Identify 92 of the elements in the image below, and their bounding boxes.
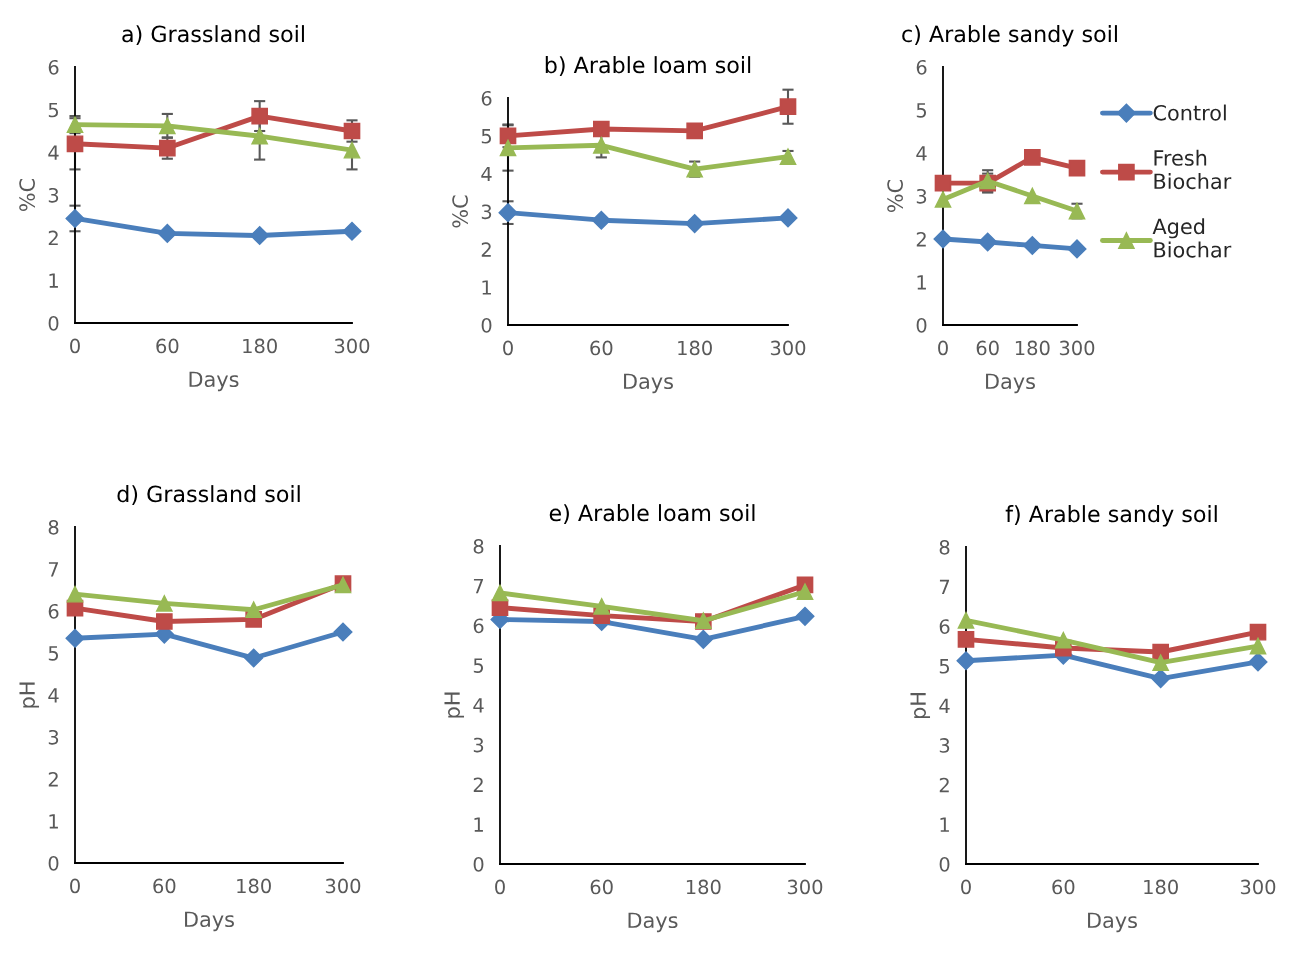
x-axis-title: Days bbox=[1088, 912, 1137, 933]
x-axis-title: Days bbox=[189, 371, 239, 392]
y-tick-label: 4 bbox=[48, 145, 59, 160]
y-tick-label: 6 bbox=[48, 603, 59, 619]
y-tick-label: 7 bbox=[48, 562, 59, 577]
y-tick-label: 4 bbox=[481, 166, 492, 182]
y-tick-label: 5 bbox=[939, 659, 950, 674]
x-tick-label: 300 bbox=[1059, 340, 1095, 356]
y-tick-label: 1 bbox=[917, 275, 926, 290]
x-tick-label: 300 bbox=[787, 879, 823, 895]
y-tick-label: 5 bbox=[48, 102, 59, 118]
y-tick-label: 1 bbox=[474, 817, 483, 832]
y-tick-label: 1 bbox=[49, 814, 58, 829]
x-tick-label: 300 bbox=[325, 878, 361, 894]
x-tick-label: 0 bbox=[961, 879, 971, 895]
x-tick-label: 0 bbox=[70, 338, 80, 354]
y-axis-title: pH bbox=[910, 693, 931, 719]
y-tick-label: 1 bbox=[482, 280, 491, 295]
x-tick-label: 180 bbox=[686, 879, 721, 895]
x-axis-title: Days bbox=[185, 911, 234, 932]
chart-title: c) Arable sandy soil bbox=[902, 25, 1117, 47]
y-tick-label: 4 bbox=[48, 688, 59, 703]
x-tick-label: 180 bbox=[1015, 340, 1050, 356]
y-tick-label: 4 bbox=[939, 698, 950, 713]
y-tick-label: 0 bbox=[473, 856, 484, 872]
chart-title: f) Arable sandy soil bbox=[1005, 505, 1217, 527]
y-tick-label: 0 bbox=[481, 317, 492, 333]
y-tick-label: 6 bbox=[481, 90, 492, 106]
y-tick-label: 2 bbox=[473, 777, 483, 792]
x-tick-label: 180 bbox=[1144, 879, 1178, 895]
y-tick-label: 2 bbox=[481, 242, 491, 257]
y-tick-label: 3 bbox=[473, 737, 484, 753]
chart-title: d) Grassland soil bbox=[117, 485, 300, 505]
y-tick-label: 1 bbox=[49, 273, 58, 288]
chart-title: e) Arable loam soil bbox=[549, 504, 755, 524]
x-tick-label: 300 bbox=[1240, 879, 1276, 895]
legend-label: Fresh Biochar bbox=[1154, 149, 1232, 190]
x-tick-label: 0 bbox=[503, 340, 513, 356]
y-tick-label: 3 bbox=[481, 204, 492, 220]
y-tick-label: 1 bbox=[940, 817, 949, 832]
y-tick-label: 2 bbox=[48, 771, 58, 787]
chart-title: a) Grassland soil bbox=[122, 25, 304, 45]
y-tick-label: 0 bbox=[916, 317, 927, 333]
y-tick-label: 7 bbox=[939, 579, 950, 595]
y-tick-label: 6 bbox=[939, 619, 950, 634]
y-axis-title: pH bbox=[19, 682, 40, 708]
y-tick-label: 5 bbox=[48, 646, 59, 661]
legend-label: Aged Biochar bbox=[1152, 218, 1232, 258]
y-tick-label: 2 bbox=[48, 230, 58, 246]
y-tick-label: 8 bbox=[939, 539, 950, 555]
y-tick-label: 0 bbox=[48, 855, 59, 871]
x-tick-label: 60 bbox=[156, 338, 179, 354]
x-tick-label: 0 bbox=[495, 879, 505, 895]
chart-title: b) Arable loam soil bbox=[545, 56, 751, 76]
y-tick-label: 3 bbox=[48, 729, 59, 745]
x-axis-title: Days bbox=[986, 373, 1035, 394]
y-tick-label: 3 bbox=[48, 187, 59, 203]
x-tick-label: 180 bbox=[237, 878, 271, 894]
y-tick-label: 3 bbox=[939, 738, 950, 753]
x-tick-label: 300 bbox=[334, 338, 370, 354]
y-tick-label: 3 bbox=[916, 188, 927, 204]
y-tick-label: 5 bbox=[916, 103, 927, 118]
y-tick-label: 2 bbox=[939, 777, 949, 793]
y-tick-label: 8 bbox=[473, 538, 484, 554]
x-tick-label: 60 bbox=[153, 878, 176, 894]
y-tick-label: 7 bbox=[473, 578, 484, 594]
y-tick-label: 4 bbox=[473, 698, 484, 713]
x-tick-label: 180 bbox=[243, 338, 277, 354]
x-tick-label: 180 bbox=[678, 340, 712, 356]
y-tick-label: 5 bbox=[481, 129, 492, 144]
y-tick-label: 0 bbox=[939, 856, 950, 872]
y-tick-label: 6 bbox=[48, 59, 59, 75]
y-axis-title: %C bbox=[887, 179, 903, 213]
y-tick-label: 2 bbox=[916, 231, 926, 247]
x-tick-label: 60 bbox=[1052, 879, 1075, 895]
y-axis-title: %C bbox=[19, 178, 35, 212]
legend-label: Control bbox=[1153, 104, 1226, 121]
x-axis-title: Days bbox=[628, 912, 678, 933]
x-tick-label: 300 bbox=[770, 340, 806, 356]
x-axis-title: Days bbox=[624, 373, 673, 394]
y-tick-label: 5 bbox=[473, 658, 484, 673]
y-tick-label: 0 bbox=[48, 315, 59, 331]
x-tick-label: 0 bbox=[70, 878, 80, 894]
y-axis-title: %C bbox=[452, 195, 468, 228]
y-tick-label: 6 bbox=[473, 618, 484, 634]
x-tick-label: 60 bbox=[590, 340, 613, 356]
y-tick-label: 6 bbox=[916, 59, 927, 75]
y-tick-label: 4 bbox=[916, 146, 927, 161]
y-tick-label: 8 bbox=[48, 519, 59, 535]
x-tick-label: 60 bbox=[976, 340, 999, 356]
x-tick-label: 60 bbox=[590, 879, 613, 895]
y-axis-title: pH bbox=[444, 692, 465, 718]
